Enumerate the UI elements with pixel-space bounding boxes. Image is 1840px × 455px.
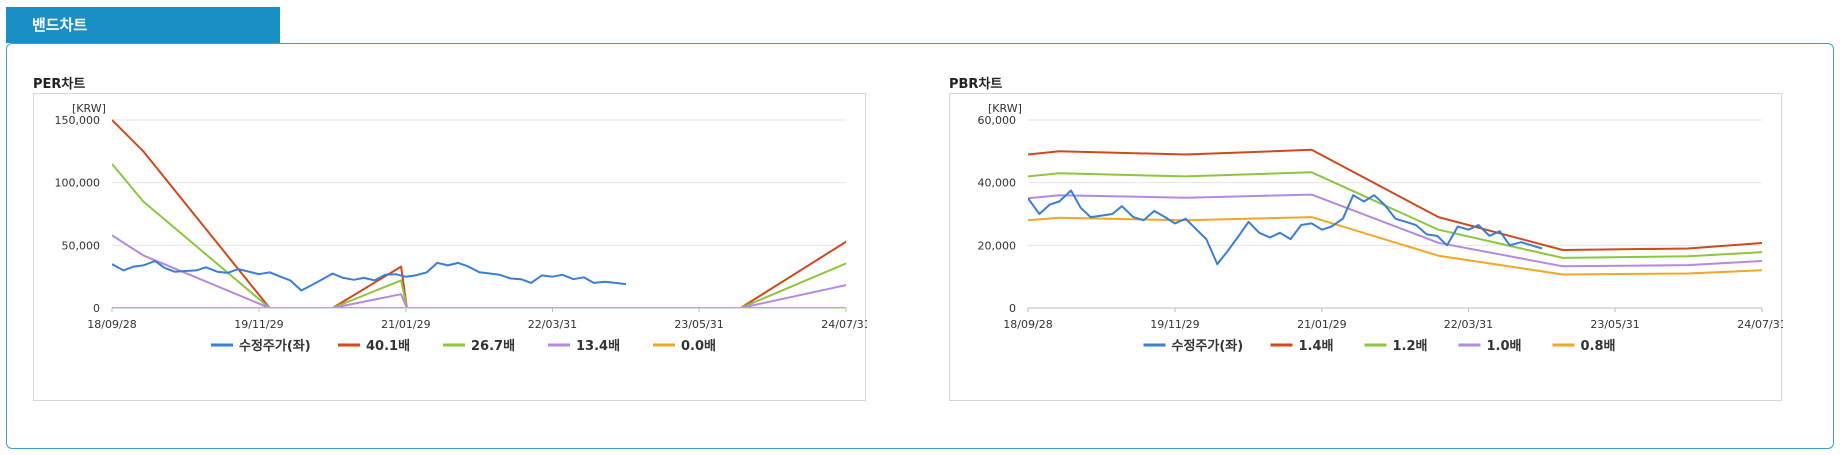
- y-tick-label: 100,000: [55, 177, 101, 190]
- pbr-chart: 0 20,000 40,000 60,000 [KRW] 18/09/28 19/11/29…: [949, 93, 1784, 401]
- x-tick-label: 23/05/31: [674, 318, 723, 331]
- series-line: [112, 260, 627, 292]
- x-tick-label: 19/11/29: [234, 318, 283, 331]
- series-line: [1028, 148, 1762, 251]
- per-chart-svg: 0 50,000 100,000 150,000[KRW] 18/09/28 19/11/…: [55, 102, 868, 354]
- x-tick-label: 22/03/31: [528, 318, 577, 331]
- x-tick-label: 24/07/31: [821, 318, 867, 331]
- legend-label: 1.0배: [1487, 338, 1522, 354]
- band-chart-frame: PER차트 0 50,000 100,000 150,000 [KRW] 18/09/28…: [6, 43, 1834, 449]
- per-chart: 0 50,000 100,000 150,000 [KRW] 18/09/28 19/11/…: [33, 93, 868, 401]
- y-tick-label: 40,000: [978, 177, 1017, 190]
- series-line: [112, 119, 846, 308]
- series-line: [112, 163, 846, 308]
- legend-label: 1.4배: [1299, 338, 1334, 354]
- pbr-chart-svg: 0 20,000 40,000 60,000[KRW] 18/09/28 19/11/29…: [978, 102, 1784, 354]
- series-line: [1028, 193, 1762, 268]
- legend-label: 40.1배: [366, 338, 410, 354]
- plot-area: [1028, 148, 1762, 276]
- plot-area: [112, 119, 846, 308]
- x-tick-label: 21/01/29: [381, 318, 430, 331]
- legend-label: 13.4배: [576, 338, 620, 354]
- legend-label: 26.7배: [471, 338, 515, 354]
- x-tick-label: 21/01/29: [1297, 318, 1346, 331]
- legend-label: 1.2배: [1393, 338, 1428, 354]
- y-tick-label: 20,000: [978, 239, 1017, 252]
- x-tick-label: 23/05/31: [1590, 318, 1639, 331]
- y-axis-unit-label: [KRW]: [72, 102, 106, 115]
- y-tick-label: 0: [93, 302, 100, 315]
- y-axis-unit-label: [KRW]: [988, 102, 1022, 115]
- y-tick-label: 50,000: [62, 239, 101, 252]
- legend-label: 0.0배: [681, 338, 716, 354]
- legend-label: 수정주가(좌): [239, 338, 311, 354]
- x-tick-label: 24/07/31: [1737, 318, 1783, 331]
- legend-label: 0.8배: [1581, 338, 1616, 354]
- x-tick-label: 18/09/28: [1003, 318, 1052, 331]
- y-tick-label: 60,000: [978, 114, 1017, 127]
- legend-label: 수정주가(좌): [1172, 338, 1244, 354]
- pbr-chart-title: PBR차트: [949, 77, 1003, 92]
- series-line: [112, 234, 846, 308]
- series-line: [1028, 189, 1543, 266]
- x-tick-label: 19/11/29: [1150, 318, 1199, 331]
- series-line: [1028, 171, 1762, 259]
- per-chart-title: PER차트: [33, 77, 86, 92]
- y-tick-label: 150,000: [55, 114, 101, 127]
- band-chart-tab[interactable]: 밴드차트: [6, 7, 280, 43]
- x-tick-label: 18/09/28: [87, 318, 136, 331]
- y-tick-label: 0: [1009, 302, 1016, 315]
- series-line: [1028, 216, 1762, 276]
- x-tick-label: 22/03/31: [1444, 318, 1493, 331]
